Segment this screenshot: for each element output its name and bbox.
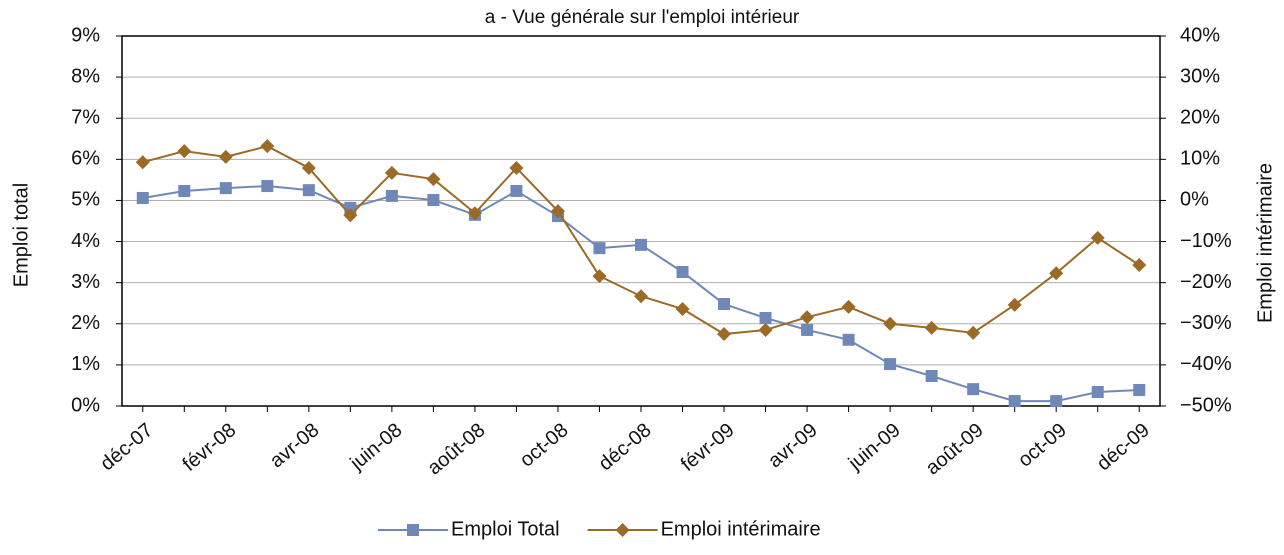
- marker: [717, 327, 732, 342]
- marker: [759, 312, 772, 325]
- marker: [924, 320, 939, 335]
- marker: [593, 242, 606, 255]
- x-tick-label: déc-07: [96, 419, 157, 475]
- marker: [385, 189, 398, 202]
- marker: [967, 383, 980, 396]
- marker: [758, 322, 773, 337]
- marker: [1050, 395, 1063, 408]
- marker: [842, 333, 855, 346]
- x-tick-label: déc-08: [595, 419, 656, 475]
- marker: [427, 194, 440, 207]
- marker: [592, 269, 607, 284]
- marker: [219, 182, 232, 195]
- y2-tick-label: −50%: [1180, 394, 1232, 416]
- y-tick-label: 6%: [71, 148, 100, 170]
- marker: [1007, 297, 1022, 312]
- marker: [1091, 386, 1104, 399]
- marker: [1132, 257, 1147, 272]
- x-tick-label: août-08: [423, 419, 489, 479]
- marker: [510, 184, 523, 197]
- x-tick-label: avr-09: [764, 419, 822, 472]
- marker: [384, 165, 399, 180]
- marker: [800, 310, 815, 325]
- marker: [407, 524, 419, 536]
- y2-tick-label: −20%: [1180, 271, 1232, 293]
- x-tick-label: avr-08: [266, 419, 324, 472]
- y-tick-label: 1%: [71, 353, 100, 375]
- y-tick-label: 2%: [71, 312, 100, 334]
- marker: [634, 289, 648, 304]
- chart-title: a - Vue générale sur l'emploi intérieur: [485, 7, 800, 28]
- marker: [718, 298, 731, 311]
- y2-tick-label: −10%: [1180, 230, 1232, 252]
- y2-axis-label: Emploi intérimaire: [1254, 163, 1276, 323]
- legend-label: Emploi intérimaire: [661, 518, 821, 540]
- y-tick-label: 0%: [71, 394, 100, 416]
- x-tick-label: févr-08: [179, 419, 241, 476]
- x-tick-label: févr-09: [677, 419, 739, 476]
- y-tick-label: 4%: [71, 230, 100, 252]
- marker: [302, 184, 315, 197]
- y2-tick-label: 10%: [1180, 148, 1220, 170]
- marker: [509, 160, 524, 175]
- marker: [925, 369, 938, 382]
- marker: [136, 191, 149, 204]
- marker: [966, 325, 981, 340]
- marker: [1133, 383, 1146, 396]
- marker: [218, 149, 233, 164]
- marker: [841, 299, 856, 314]
- y2-tick-label: −40%: [1180, 353, 1232, 375]
- marker: [1049, 266, 1064, 281]
- marker: [178, 184, 191, 197]
- marker: [1090, 230, 1105, 245]
- marker: [1008, 395, 1021, 408]
- marker: [467, 206, 482, 221]
- marker: [801, 323, 814, 336]
- x-tick-label: déc-09: [1093, 419, 1154, 475]
- marker: [135, 155, 150, 170]
- x-tick-label: oct-09: [1014, 419, 1071, 472]
- x-tick-label: juin-09: [844, 419, 905, 475]
- marker: [550, 204, 565, 219]
- marker: [883, 316, 898, 331]
- marker: [260, 139, 275, 154]
- plot-frame: [121, 35, 1161, 407]
- marker: [301, 160, 316, 175]
- y-tick-label: 7%: [71, 107, 100, 129]
- x-tick-label: oct-08: [516, 419, 573, 472]
- marker: [615, 523, 630, 537]
- y-tick-label: 8%: [71, 65, 100, 87]
- marker: [343, 208, 358, 223]
- y-axis-label: Emploi total: [10, 183, 32, 288]
- x-tick-label: août-09: [922, 419, 988, 479]
- marker: [177, 144, 192, 159]
- y-tick-label: 9%: [71, 24, 100, 46]
- y2-tick-label: −30%: [1180, 312, 1232, 334]
- x-tick-label: juin-08: [346, 419, 407, 475]
- y2-tick-label: 0%: [1180, 189, 1209, 211]
- marker: [426, 172, 441, 187]
- marker: [635, 238, 647, 251]
- marker: [261, 180, 274, 193]
- y2-tick-label: 30%: [1180, 65, 1220, 87]
- y-tick-label: 3%: [71, 271, 100, 293]
- y-tick-label: 5%: [71, 189, 100, 211]
- marker: [675, 301, 690, 316]
- legend-label: Emploi Total: [451, 518, 560, 540]
- marker: [884, 358, 897, 371]
- marker: [676, 265, 689, 278]
- y2-tick-label: 20%: [1180, 107, 1220, 129]
- y2-tick-label: 40%: [1180, 24, 1220, 46]
